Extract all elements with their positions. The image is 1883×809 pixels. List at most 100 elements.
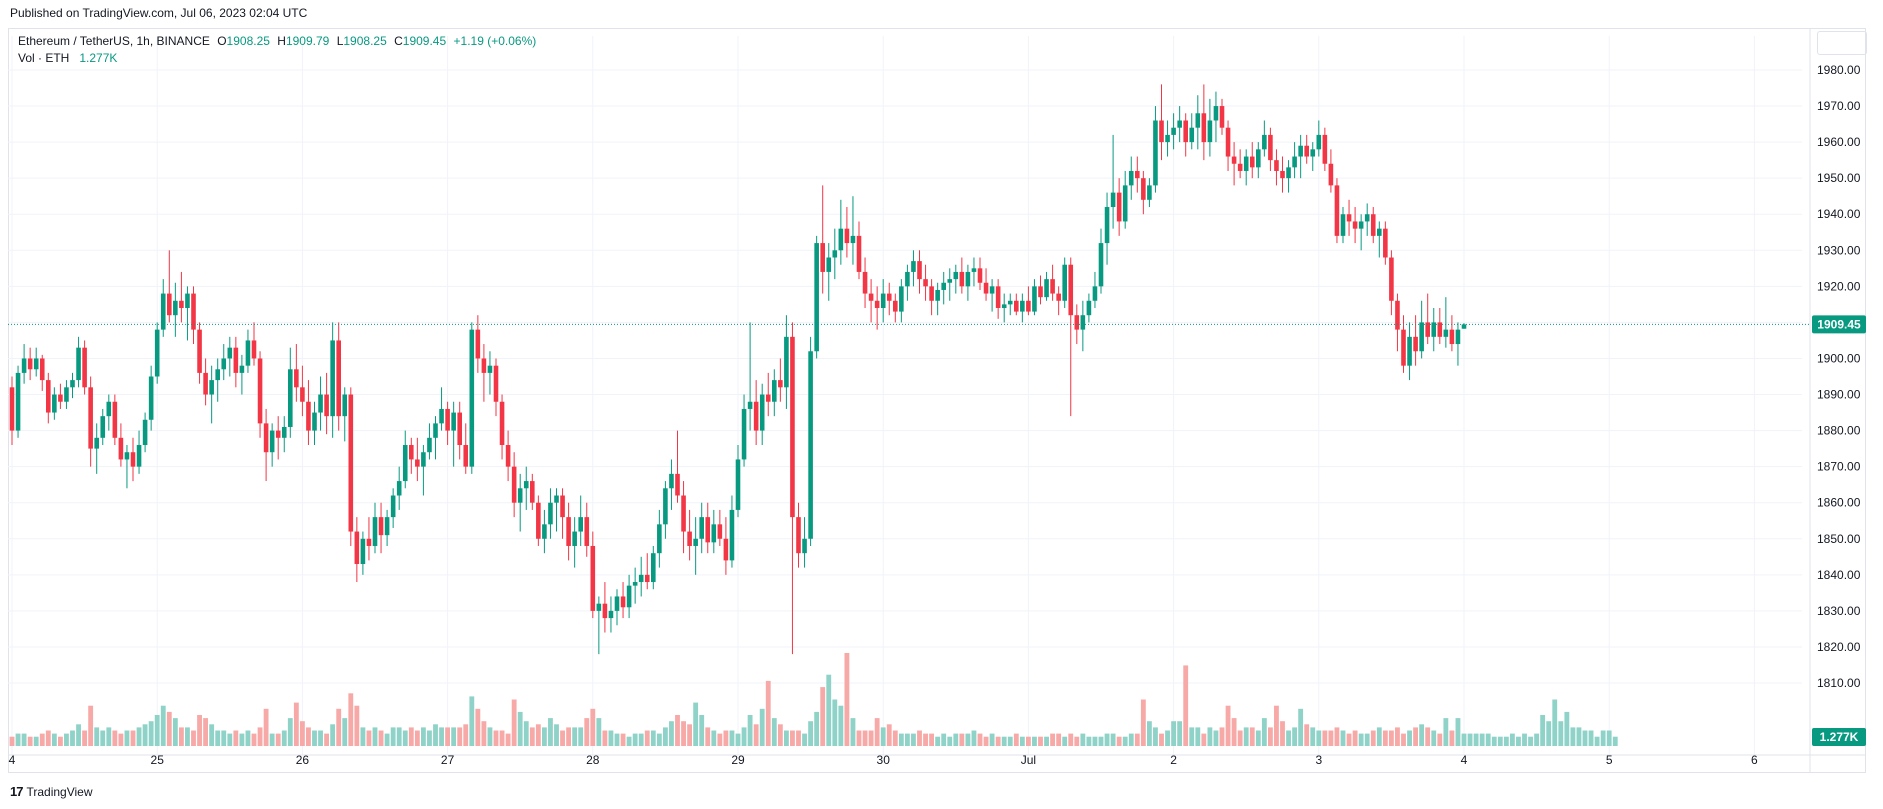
price-candles	[9, 84, 1467, 655]
candle-body	[336, 340, 341, 417]
volume-bar	[1570, 727, 1576, 746]
volume-bar	[1274, 705, 1279, 746]
candle-body	[1050, 279, 1055, 294]
volume-bar	[420, 727, 426, 746]
candle-body	[493, 365, 499, 402]
candle-body	[862, 271, 868, 294]
volume-bar	[1334, 727, 1340, 746]
candle-body	[699, 517, 704, 539]
candle-body	[9, 387, 15, 431]
candle-body	[523, 481, 529, 489]
y-tick-label: 1880.00	[1817, 424, 1861, 438]
volume-legend: Vol · ETH 1.277K	[18, 51, 121, 65]
volume-bar	[336, 708, 342, 746]
candle-body	[288, 369, 293, 427]
x-tick-label: 30	[877, 753, 891, 767]
volume-bar	[45, 730, 51, 746]
candle-body	[100, 416, 106, 438]
volume-bar	[306, 727, 311, 746]
chart-settings-box[interactable]	[1817, 31, 1867, 55]
volume-bar	[1479, 733, 1485, 746]
candle-body	[191, 293, 196, 330]
volume-bar	[1007, 736, 1013, 746]
candle-body	[1431, 322, 1437, 337]
volume-bar	[1534, 733, 1540, 746]
tradingview-brand[interactable]: 17 TradingView	[10, 784, 93, 799]
volume-bar	[1255, 730, 1261, 746]
candle-body	[995, 286, 1001, 308]
x-tick-label: 27	[441, 753, 455, 767]
candle-body	[778, 380, 783, 388]
volume-bar	[578, 727, 584, 746]
candle-body	[275, 430, 281, 438]
volume-bar	[1165, 730, 1170, 746]
candle-body	[832, 250, 838, 258]
x-tick-label: 29	[731, 753, 745, 767]
y-tick-label: 1900.00	[1817, 351, 1861, 365]
candle-body	[620, 596, 626, 608]
candle-body	[578, 517, 583, 532]
volume-bar	[850, 718, 856, 746]
candle-body	[1437, 322, 1443, 337]
y-tick-label: 1850.00	[1817, 532, 1861, 546]
candle-body	[1322, 134, 1328, 164]
volume-bar	[1606, 730, 1612, 746]
candle-body	[1256, 149, 1261, 168]
last-volume-label: 1.277K	[1820, 730, 1859, 744]
candle-body	[1062, 264, 1067, 301]
volume-bar	[1340, 730, 1346, 746]
volume-bar	[1528, 736, 1533, 746]
volume-bar	[1080, 733, 1086, 746]
volume-bar	[493, 730, 499, 746]
candle-body	[142, 419, 148, 446]
candle-body	[160, 293, 166, 330]
candle-body	[1020, 300, 1025, 312]
candle-body	[481, 358, 487, 373]
volume-bar	[644, 730, 650, 746]
candle-body	[245, 340, 251, 366]
volume-bar	[783, 730, 789, 746]
volume-bar	[1449, 730, 1455, 746]
x-tick-label: 4	[1461, 753, 1468, 767]
volume-bar	[566, 727, 572, 746]
volume-bar	[1582, 730, 1588, 746]
candle-body	[638, 574, 644, 583]
volume-bar	[233, 730, 239, 746]
volume-bar	[596, 718, 602, 746]
open-value: 1908.25	[226, 34, 270, 48]
y-tick-label: 1970.00	[1817, 99, 1861, 113]
candle-body	[1213, 106, 1219, 121]
candle-body	[1395, 300, 1400, 330]
candle-body	[1195, 113, 1201, 128]
volume-bar	[995, 736, 1001, 746]
x-tick-label: 4	[9, 753, 16, 767]
volume-bar	[554, 724, 559, 746]
volume-bar	[759, 708, 765, 746]
volume-bar	[656, 733, 662, 746]
volume-bar	[57, 736, 63, 746]
candle-body	[802, 538, 807, 554]
x-tick-label: 26	[296, 753, 310, 767]
candle-body	[390, 495, 396, 518]
volume-bar	[1140, 699, 1146, 746]
volume-bar	[1437, 733, 1443, 746]
candle-body	[1461, 324, 1467, 329]
volume-bar	[1576, 727, 1582, 746]
volume-bar	[1231, 718, 1237, 746]
candle-body	[1377, 228, 1382, 236]
candle-body	[1419, 322, 1424, 352]
x-tick-label: 3	[1315, 753, 1322, 767]
candle-body	[221, 358, 227, 370]
candle-body	[814, 243, 819, 352]
candle-body	[1056, 293, 1061, 301]
volume-bar	[771, 718, 777, 746]
volume-bar	[384, 733, 390, 746]
candle-body	[741, 408, 747, 460]
candle-body	[548, 502, 553, 525]
candle-body	[959, 271, 965, 287]
candle-body	[765, 394, 771, 402]
volume-bar	[269, 733, 275, 746]
candle-body	[15, 372, 21, 431]
volume-bars	[9, 653, 1618, 746]
